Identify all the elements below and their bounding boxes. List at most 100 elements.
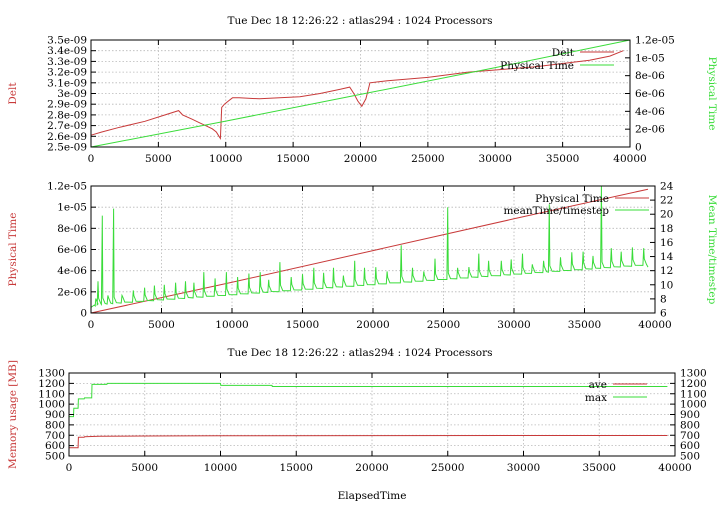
y-left-tick-label: 1200 xyxy=(38,378,65,390)
panel-1-grid xyxy=(91,40,630,147)
y-left-tick-label: 3e-09 xyxy=(57,88,87,100)
series-layer xyxy=(69,39,668,449)
chart-title: Tue Dec 18 12:26:22 : atlas294 : 1024 Pr… xyxy=(227,347,492,359)
x-tick-label: 20000 xyxy=(356,319,389,331)
x-tick-label: 30000 xyxy=(497,319,530,331)
x-tick-label: 40000 xyxy=(638,319,671,331)
series-line-1-1 xyxy=(90,50,624,140)
y-left-tick-label: 600 xyxy=(45,440,65,452)
y-right-tick-label: 800 xyxy=(680,419,700,431)
y-left-tick-label: 800 xyxy=(45,419,65,431)
y-right-tick-label: 12 xyxy=(660,265,673,277)
x-tick-label: 35000 xyxy=(568,319,601,331)
y-left-tick-label: 6e-06 xyxy=(57,244,87,256)
x-tick-label: 15000 xyxy=(276,153,309,165)
y-right-axis-label: Mean Time/timestep xyxy=(706,195,718,305)
x-tick-label: 10000 xyxy=(204,462,237,474)
x-tick-label: 20000 xyxy=(355,462,388,474)
x-tick-label: 35000 xyxy=(546,153,579,165)
panel-1-axes xyxy=(90,39,631,148)
y-right-axis-label: Physical Time xyxy=(706,57,718,131)
x-tick-label: 15000 xyxy=(280,462,313,474)
y-left-tick-label: 1e-05 xyxy=(57,202,87,214)
y-right-tick-label: 8 xyxy=(660,293,667,305)
plot-frame xyxy=(90,39,631,148)
y-left-tick-label: 900 xyxy=(45,409,65,421)
plot-frame xyxy=(90,185,656,314)
y-right-tick-label: 24 xyxy=(660,181,674,193)
y-right-tick-label: 700 xyxy=(680,430,700,442)
x-tick-label: 0 xyxy=(88,153,95,165)
x-tick-label: 15000 xyxy=(286,319,319,331)
x-tick-label: 30000 xyxy=(479,153,512,165)
legend-label: Physical Time xyxy=(500,60,574,72)
y-right-tick-label: 10 xyxy=(660,279,673,291)
y-left-tick-label: 1.2e-05 xyxy=(47,181,87,193)
y-right-tick-label: 0 xyxy=(635,142,642,154)
y-right-tick-label: 20 xyxy=(660,209,673,221)
x-tick-label: 5000 xyxy=(145,153,172,165)
legend-label: ave xyxy=(589,379,607,391)
y-right-tick-label: 900 xyxy=(680,409,700,421)
y-right-tick-label: 1100 xyxy=(680,388,707,400)
y-left-tick-label: 1000 xyxy=(38,399,65,411)
y-left-tick-label: 0 xyxy=(80,308,87,320)
y-right-tick-label: 1200 xyxy=(680,378,707,390)
y-left-tick-label: 3.5e-09 xyxy=(47,35,87,47)
y-right-tick-label: 1000 xyxy=(680,399,707,411)
series-line-1-2 xyxy=(90,39,631,148)
y-left-tick-label: 1300 xyxy=(38,368,65,380)
x-tick-label: 25000 xyxy=(431,462,464,474)
x-tick-label: 25000 xyxy=(427,319,460,331)
grid-layer xyxy=(69,40,675,456)
legend-label: max xyxy=(585,392,607,404)
y-left-tick-label: 2.9e-09 xyxy=(47,99,87,111)
x-tick-label: 30000 xyxy=(507,462,540,474)
frame-layer xyxy=(68,39,676,457)
y-left-tick-label: 2.7e-09 xyxy=(47,120,87,132)
x-tick-label: 20000 xyxy=(344,153,377,165)
y-left-tick-label: 2.5e-09 xyxy=(47,142,87,154)
y-left-tick-label: 700 xyxy=(45,430,65,442)
y-right-tick-label: 600 xyxy=(680,440,700,452)
y-left-tick-label: 1100 xyxy=(38,388,65,400)
x-tick-label: 5000 xyxy=(131,462,158,474)
y-right-tick-label: 1.2e-05 xyxy=(635,35,675,47)
y-right-tick-label: 16 xyxy=(660,237,674,249)
y-left-tick-label: 8e-06 xyxy=(57,223,87,235)
y-right-tick-label: 18 xyxy=(660,223,673,235)
y-left-axis-label: Physical Time xyxy=(7,213,19,287)
panel-2-grid xyxy=(91,186,655,313)
panel-3-labels: 0 5000 10000 15000 20000 25000 30000 35000 40000… xyxy=(7,347,707,502)
x-tick-label: 40000 xyxy=(613,153,646,165)
x-axis-label: ElapsedTime xyxy=(338,490,407,502)
y-left-axis-label: Memory usage [MB] xyxy=(7,360,19,469)
panel-3-axes xyxy=(68,372,676,457)
x-tick-label: 0 xyxy=(88,319,95,331)
text-layer: 0 5000 10000 15000 20000 25000 30000 35000 40000… xyxy=(7,15,718,502)
y-left-tick-label: 4e-06 xyxy=(57,265,87,277)
x-tick-label: 10000 xyxy=(215,319,248,331)
x-tick-label: 5000 xyxy=(148,319,175,331)
y-left-tick-label: 3.2e-09 xyxy=(47,67,87,79)
y-left-tick-label: 2.8e-09 xyxy=(47,109,87,121)
y-left-tick-label: 3.1e-09 xyxy=(47,77,87,89)
y-left-tick-label: 500 xyxy=(45,451,65,463)
plot-frame xyxy=(68,372,676,457)
legend-label: Delt xyxy=(552,47,575,59)
y-right-tick-label: 8e-06 xyxy=(635,70,665,82)
panel-2-labels: 0 5000 10000 15000 20000 25000 30000 35000 40000… xyxy=(7,181,718,332)
y-left-axis-label: Delt xyxy=(7,82,19,105)
x-tick-label: 0 xyxy=(66,462,73,474)
legend-label: meanTime/timestep xyxy=(503,205,609,217)
x-tick-label: 10000 xyxy=(209,153,242,165)
y-right-tick-label: 22 xyxy=(660,195,673,207)
y-left-tick-label: 2e-06 xyxy=(57,286,87,298)
y-right-tick-label: 2e-06 xyxy=(635,124,665,136)
y-right-tick-label: 500 xyxy=(680,451,700,463)
chart-title: Tue Dec 18 12:26:22 : atlas294 : 1024 Pr… xyxy=(227,15,492,27)
y-left-tick-label: 3.3e-09 xyxy=(47,56,87,68)
series-line-3-1 xyxy=(69,435,668,449)
